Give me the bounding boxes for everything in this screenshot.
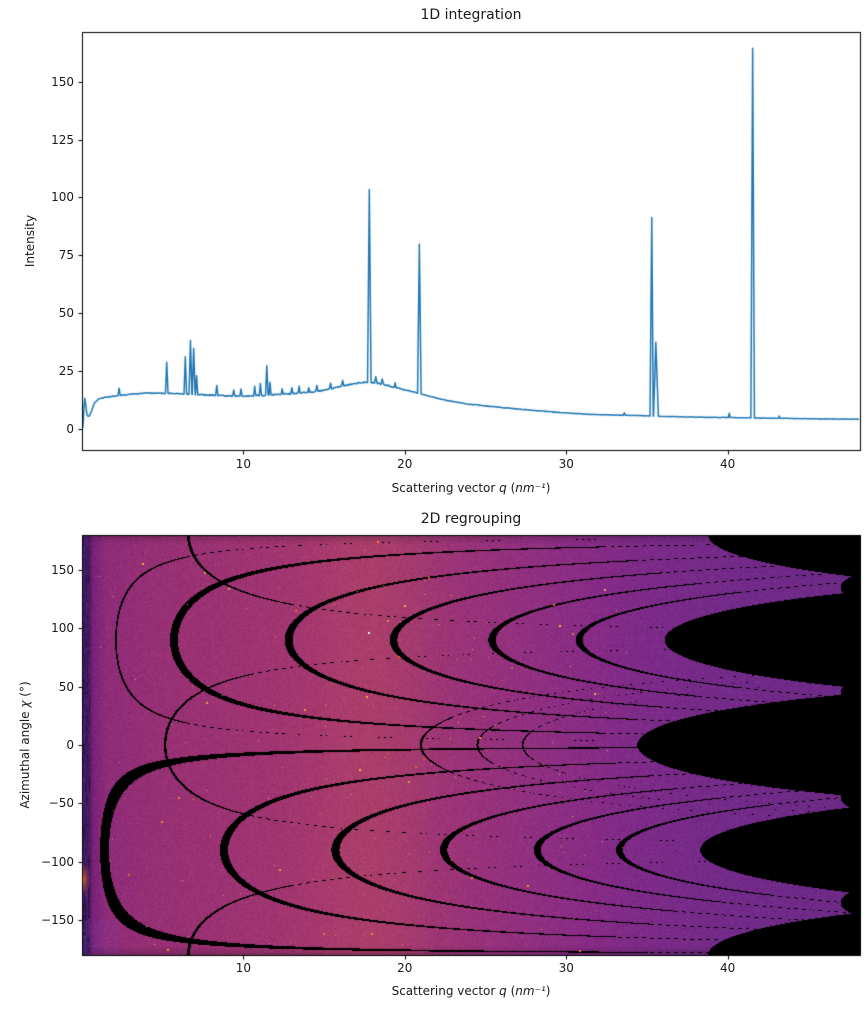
y-tick-label: −50	[48, 796, 74, 811]
y-tick-label: 150	[51, 563, 74, 577]
plot2-title: 2D regrouping	[420, 511, 522, 527]
plot1-xlabel: Scattering vector q (nm⁻¹)	[82, 481, 860, 495]
plot1-title: 1D integration	[420, 7, 522, 23]
y-tick-label: 50	[58, 306, 74, 321]
y-tick-label: 25	[58, 364, 74, 379]
axis-label-segment: χ	[18, 700, 32, 708]
x-tick-label: 40	[720, 961, 736, 975]
x-tick-label: 10	[235, 961, 252, 975]
axis-label-segment: Scattering vector	[391, 984, 500, 998]
axis-label-segment: q	[499, 481, 507, 495]
axis-label-segment: (	[506, 984, 516, 998]
axis-label-segment: ⁻¹	[534, 481, 546, 495]
axis-label-segment: q	[499, 984, 507, 998]
x-tick-label: 30	[558, 457, 574, 471]
y-tick-label: 0	[66, 738, 74, 752]
x-tick-label: 10	[235, 457, 252, 471]
y-tick-label: 50	[58, 679, 74, 694]
plot2-xlabel: Scattering vector q (nm⁻¹)	[82, 984, 860, 998]
x-tick-label: 20	[397, 961, 413, 975]
y-tick-label: −150	[41, 913, 74, 927]
axis-label-segment: (	[506, 481, 516, 495]
y-tick-label: −100	[41, 854, 74, 869]
axis-label-segment: Azimuthal angle	[18, 707, 32, 809]
axis-label-segment: )	[545, 984, 551, 998]
x-tick-label: 30	[558, 961, 574, 975]
axis-label-segment: ⁻¹	[534, 984, 546, 998]
y-tick-label: 125	[51, 132, 74, 147]
y-tick-label: 75	[58, 248, 74, 263]
x-tick-label: 40	[720, 457, 736, 471]
y-tick-label: 150	[51, 74, 74, 89]
y-tick-label: 100	[51, 190, 74, 205]
axis-label-segment: nm	[515, 481, 535, 495]
axis-label-segment: )	[545, 481, 551, 495]
y-tick-label: 100	[51, 621, 74, 636]
x-tick-label: 20	[397, 457, 413, 471]
y-tick-label: 0	[66, 421, 74, 436]
axis-label-segment: nm	[515, 984, 535, 998]
axis-label-segment: Scattering vector	[391, 481, 500, 495]
